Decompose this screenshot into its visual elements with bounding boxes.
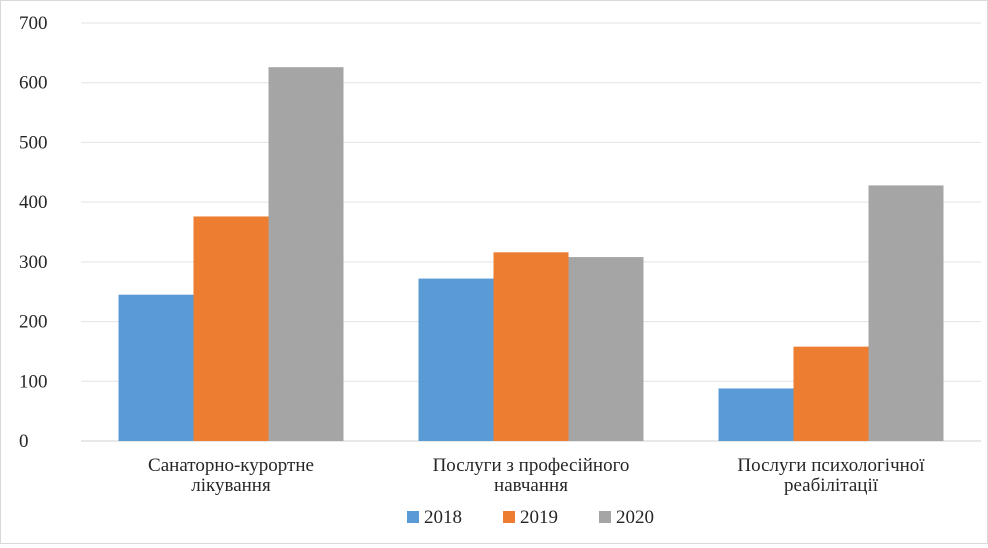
legend-swatch-2020 xyxy=(599,511,611,523)
category-label: реабілітації xyxy=(784,475,879,496)
category-label: Санаторно-курортне xyxy=(148,455,314,476)
y-tick-label: 500 xyxy=(19,132,48,153)
bar-2018-1 xyxy=(418,278,494,441)
bar-2019-0 xyxy=(193,216,269,441)
bar-2019-1 xyxy=(493,252,569,441)
legend-swatch-2019 xyxy=(503,511,515,523)
bars xyxy=(118,67,944,441)
y-tick-label: 400 xyxy=(19,192,48,213)
y-tick-label: 0 xyxy=(19,431,29,452)
y-tick-label: 600 xyxy=(19,73,48,94)
y-tick-label: 200 xyxy=(19,312,48,333)
legend-label-2018: 2018 xyxy=(424,507,462,528)
bar-2020-0 xyxy=(268,67,344,441)
bar-2020-1 xyxy=(568,257,644,441)
bar-2018-2 xyxy=(718,388,794,441)
category-label: Послуги психологічної xyxy=(737,455,925,476)
bar-2020-2 xyxy=(868,185,944,441)
bar-2019-2 xyxy=(793,346,869,441)
y-tick-label: 100 xyxy=(19,371,48,392)
legend-label-2020: 2020 xyxy=(616,507,654,528)
y-tick-label: 700 xyxy=(19,13,48,34)
y-axis-ticks: 0 100 200 300 400 500 600 700 xyxy=(19,13,48,452)
bar-2018-0 xyxy=(118,294,194,441)
legend: 2018 2019 2020 xyxy=(407,507,654,528)
category-label: навчання xyxy=(494,475,568,496)
legend-swatch-2018 xyxy=(407,511,419,523)
legend-label-2019: 2019 xyxy=(520,507,558,528)
category-label: лікування xyxy=(191,475,271,496)
category-label: Послуги з професійного xyxy=(433,455,630,476)
y-tick-label: 300 xyxy=(19,252,48,273)
